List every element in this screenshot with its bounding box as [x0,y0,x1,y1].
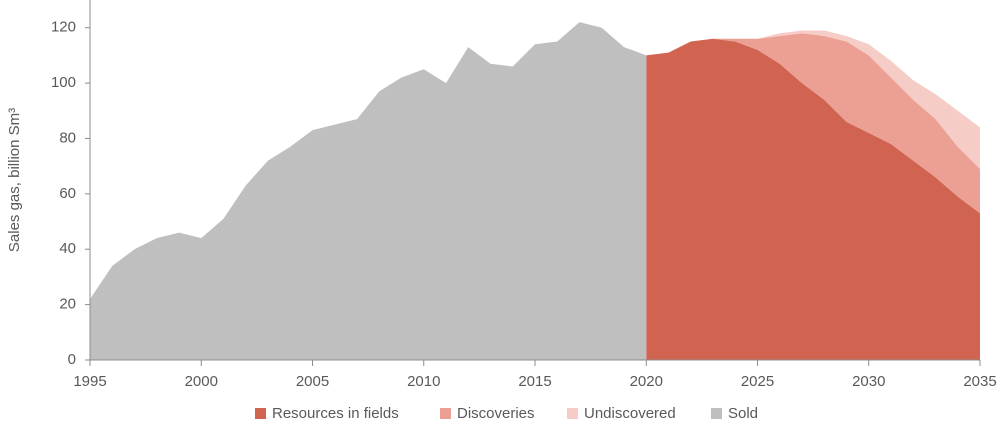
y-tick-label: 20 [59,296,76,313]
y-tick-label: 60 [59,185,76,202]
legend-swatch [567,408,578,419]
area [90,22,647,361]
x-tick-label: 2010 [407,373,440,390]
y-axis-label: Sales gas, billion Sm³ [6,108,23,252]
y-tick-label: 0 [68,351,76,368]
area [646,33,980,214]
x-tick-label: 2000 [185,373,218,390]
legend-label: Resources in fields [272,405,399,422]
legend-swatch [255,408,266,419]
legend-label: Undiscovered [584,405,676,422]
y-tick-label: 40 [59,240,76,257]
y-tick-label: 80 [59,129,76,146]
legend-swatch [440,408,451,419]
legend-label: Discoveries [457,405,535,422]
y-tick-label: 100 [51,74,76,91]
x-tick-label: 2025 [741,373,774,390]
y-tick-label: 120 [51,19,76,36]
x-tick-label: 2035 [963,373,996,390]
x-tick-label: 2020 [630,373,663,390]
x-tick-label: 1995 [73,373,106,390]
legend-swatch [711,408,722,419]
x-tick-label: 2015 [518,373,551,390]
x-tick-label: 2005 [296,373,329,390]
legend-label: Sold [728,405,758,422]
area [646,38,980,361]
x-tick-label: 2030 [852,373,885,390]
